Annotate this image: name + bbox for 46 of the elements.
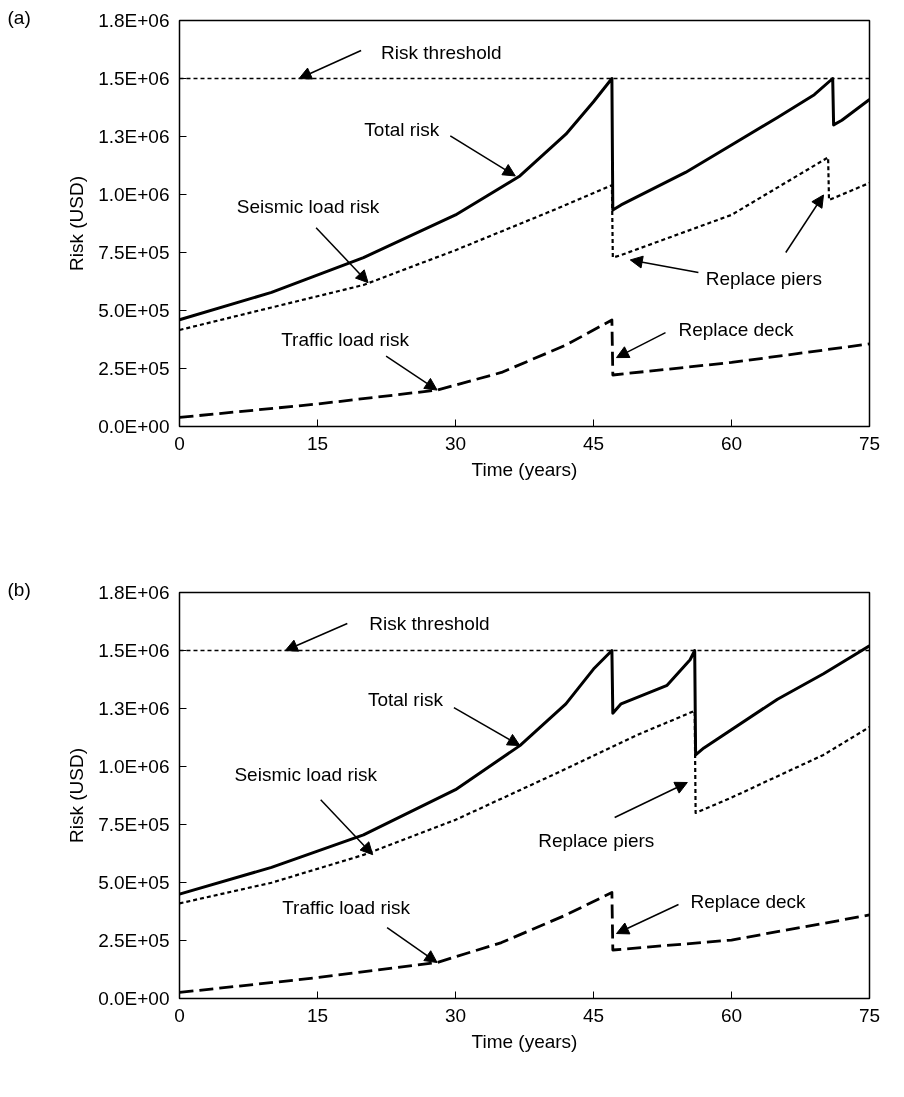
y-tick-label: 1.5E+06	[98, 68, 170, 89]
y-tick-label: 1.0E+06	[98, 184, 170, 205]
y-tick-label: 7.5E+05	[98, 242, 170, 263]
y-tick-label: 1.3E+06	[98, 698, 170, 719]
annotation: Replace piers	[705, 268, 822, 290]
x-tick-label: 60	[720, 432, 743, 454]
annotation: Risk threshold	[381, 42, 502, 63]
annotation: Total risk	[367, 689, 444, 711]
x-tick-label: 30	[444, 432, 467, 454]
annotation: Total risk	[364, 119, 440, 141]
annotation: Traffic load risk	[281, 328, 410, 350]
y-axis-title: Risk (USD)	[66, 748, 88, 843]
y-tick-label: 0.0E+00	[98, 416, 170, 437]
text: (b)	[7, 578, 31, 600]
annotation: Replace piers	[538, 829, 655, 851]
y-tick-label: 0.0E+00	[98, 988, 170, 1009]
y-tick-label: 1.3E+06	[98, 126, 170, 147]
y-tick-label: 5.0E+05	[98, 300, 170, 321]
text: (a)	[7, 6, 31, 28]
y-tick-label: 5.0E+05	[98, 872, 170, 893]
x-axis-title: Time (years)	[471, 458, 578, 480]
annotation: Seismic load risk	[236, 196, 380, 218]
annotation: Traffic load risk	[282, 897, 411, 919]
annotation: Seismic load risk	[234, 764, 378, 786]
y-tick-label: 1.8E+06	[98, 10, 170, 31]
x-tick-label: 0	[174, 1004, 185, 1026]
annotation: Replace deck	[690, 891, 807, 913]
y-tick-label: 1.0E+06	[98, 756, 170, 777]
x-tick-label: 0	[174, 432, 185, 454]
annotation: Replace deck	[678, 319, 795, 341]
x-axis-title: Time (years)	[471, 1030, 578, 1052]
y-tick-label: 2.5E+05	[98, 358, 170, 379]
x-tick-label: 45	[582, 1004, 605, 1026]
x-tick-label: 75	[858, 432, 881, 454]
x-tick-label: 15	[306, 432, 329, 454]
y-tick-label: 2.5E+05	[98, 930, 170, 951]
annotation: Risk threshold	[369, 613, 490, 634]
y-axis-title: Risk (USD)	[66, 176, 88, 271]
x-tick-label: 15	[306, 1004, 329, 1026]
x-tick-label: 75	[858, 1004, 881, 1026]
x-tick-label: 60	[720, 1004, 743, 1026]
y-tick-label: 7.5E+05	[98, 814, 170, 835]
x-tick-label: 45	[582, 432, 605, 454]
x-tick-label: 30	[444, 1004, 467, 1026]
y-tick-label: 1.8E+06	[98, 582, 170, 603]
y-tick-label: 1.5E+06	[98, 640, 170, 661]
